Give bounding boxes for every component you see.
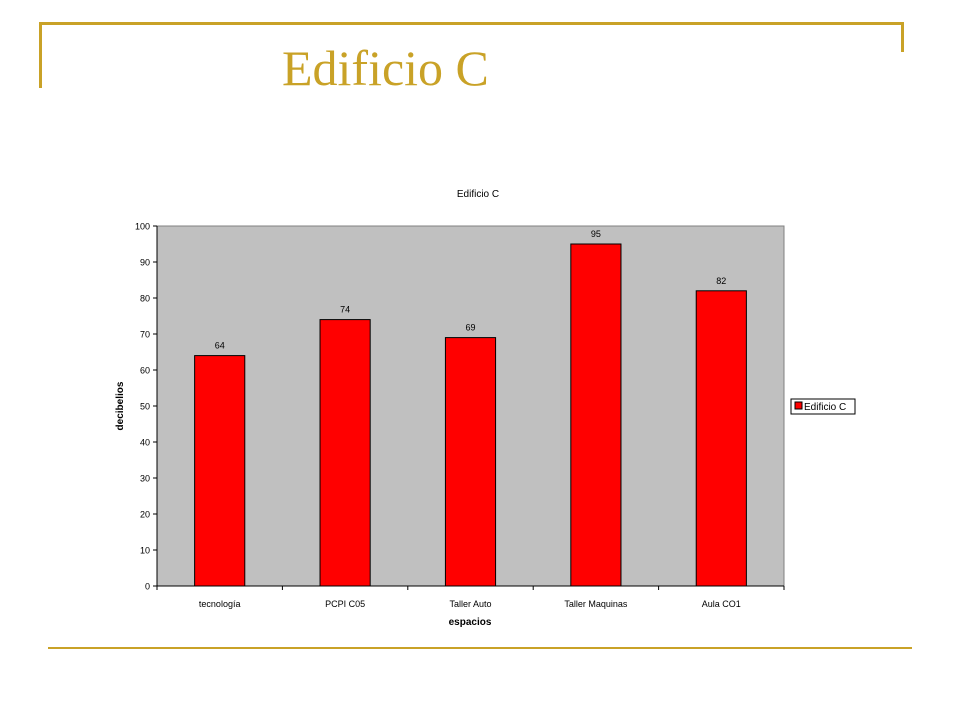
y-tick-label: 60 — [140, 366, 150, 376]
y-tick-label: 80 — [140, 294, 150, 304]
bar — [444, 337, 497, 587]
y-tick-label: 0 — [145, 582, 150, 592]
y-tick-label: 70 — [140, 330, 150, 340]
slide-title: Edificio C — [282, 40, 489, 96]
x-axis-title: espacios — [449, 617, 492, 628]
data-label: 82 — [716, 276, 726, 286]
x-tick-label: Taller Auto — [449, 599, 491, 609]
data-label: 69 — [465, 323, 475, 333]
bar — [570, 243, 622, 587]
bar — [194, 355, 246, 587]
data-label: 74 — [340, 305, 350, 315]
y-tick-label: 30 — [140, 474, 150, 484]
chart-title: Edificio C — [457, 189, 499, 200]
slide-left-accent-line — [39, 22, 42, 88]
y-tick-label: 100 — [135, 222, 150, 232]
bar — [319, 319, 371, 587]
y-tick-label: 50 — [140, 402, 150, 412]
x-tick-label: Aula CO1 — [702, 599, 741, 609]
bar — [695, 290, 747, 587]
y-axis-title: decibelios — [115, 381, 126, 430]
legend-box — [790, 398, 856, 415]
slide-top-accent-line — [39, 22, 904, 25]
y-tick-label: 10 — [140, 546, 150, 556]
slide-bottom-accent-line — [48, 647, 912, 649]
legend-swatch — [794, 401, 803, 410]
legend: Edificio C — [790, 398, 856, 415]
data-label: 95 — [591, 229, 601, 239]
x-tick-label: PCPI C05 — [325, 599, 365, 609]
data-label: 64 — [215, 341, 225, 351]
legend-label: Edificio C — [804, 402, 846, 413]
x-tick-label: Taller Maquinas — [564, 599, 628, 609]
y-tick-label: 40 — [140, 438, 150, 448]
y-tick-label: 20 — [140, 510, 150, 520]
y-tick-label: 90 — [140, 258, 150, 268]
x-tick-label: tecnología — [199, 599, 241, 609]
slide-right-accent-line — [901, 22, 904, 52]
